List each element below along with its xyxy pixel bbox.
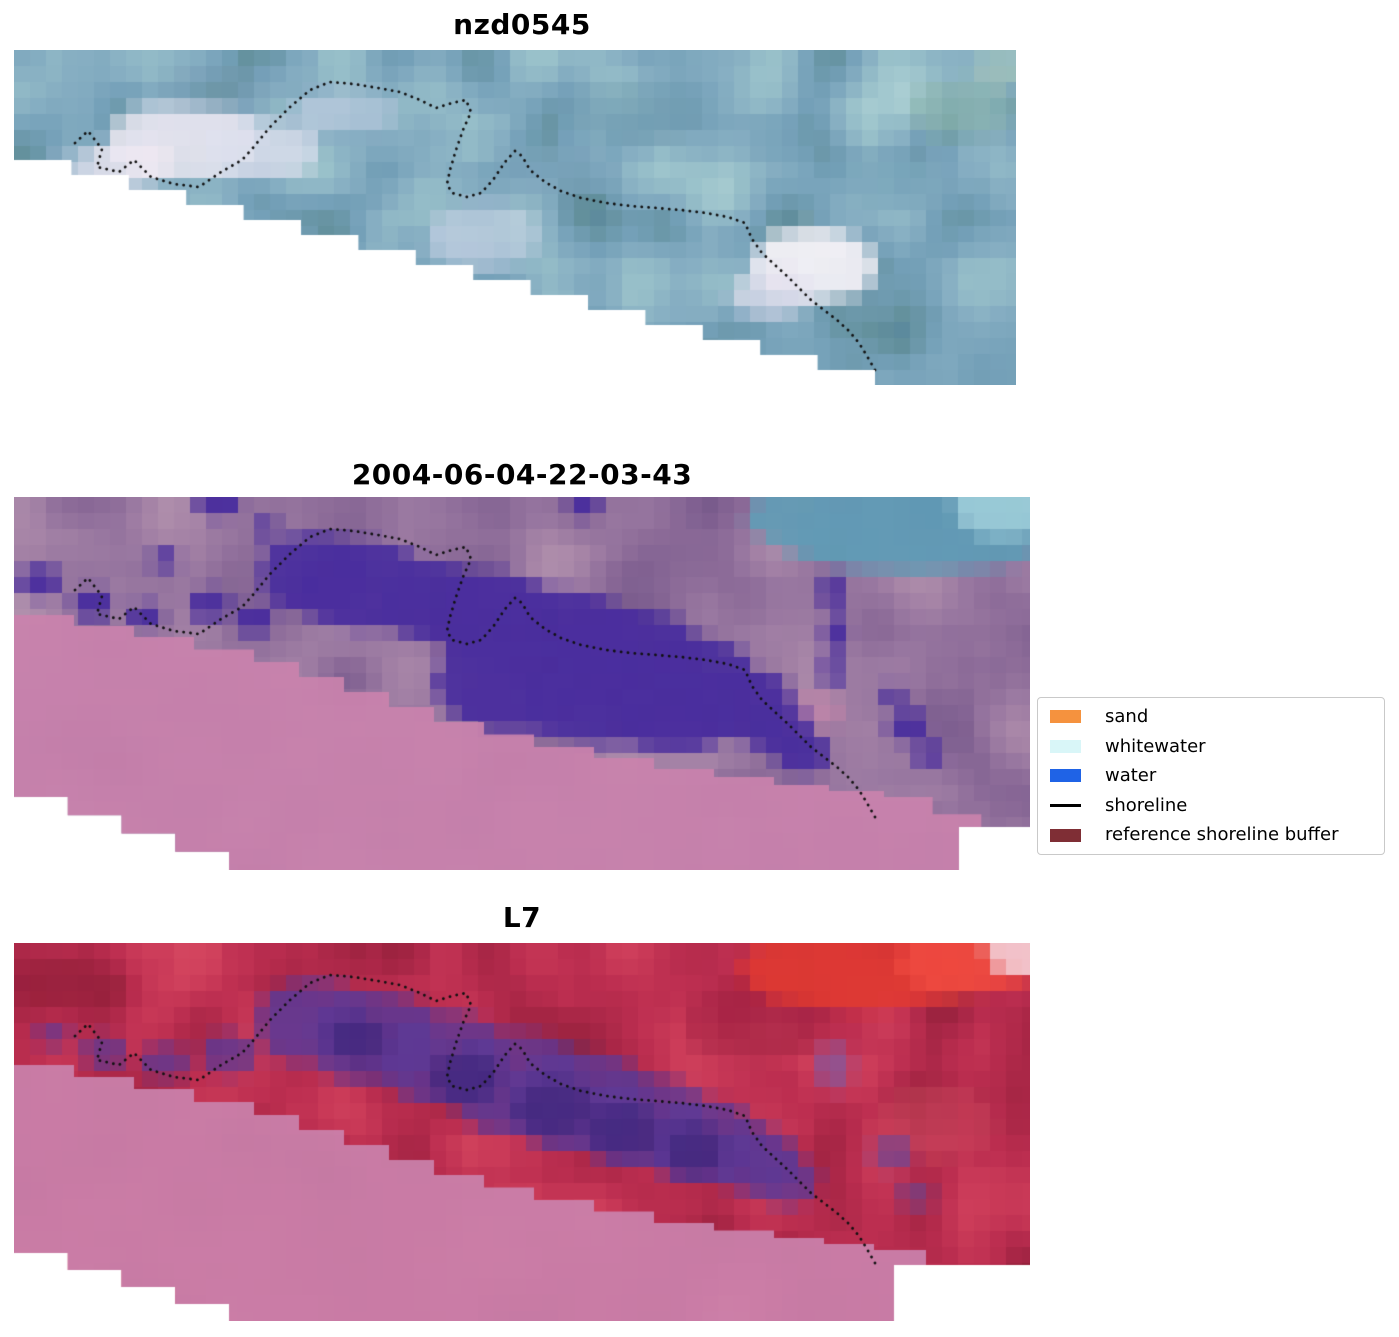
legend-item-water: water	[1050, 766, 1372, 786]
legend-item-sand: sand	[1050, 707, 1372, 727]
legend-item-shoreline: shoreline	[1050, 794, 1372, 816]
legend-label-shoreline: shoreline	[1105, 794, 1188, 816]
legend-label-reference-shoreline-buffer: reference shoreline buffer	[1105, 824, 1339, 846]
satellite-image-l7	[14, 943, 1030, 1321]
water-swatch	[1050, 769, 1081, 783]
whitewater-swatch	[1050, 739, 1081, 753]
legend-item-whitewater: whitewater	[1050, 735, 1372, 757]
legend-label-whitewater: whitewater	[1105, 735, 1206, 757]
reference-shoreline-buffer-swatch	[1050, 828, 1081, 842]
shoreline-line-swatch	[1050, 804, 1081, 808]
legend: sand whitewater water shoreline referenc…	[1037, 697, 1385, 855]
legend-label-sand: sand	[1105, 706, 1149, 727]
classified-image-2004-06-04	[14, 497, 1030, 870]
sand-swatch	[1050, 710, 1081, 724]
legend-item-reference-shoreline-buffer: reference shoreline buffer	[1050, 825, 1372, 845]
panel-title-nzd0545: nzd0545	[453, 8, 591, 41]
legend-label-water: water	[1105, 765, 1157, 787]
panel-title-l7: L7	[502, 901, 542, 934]
panel-title-classified-date: 2004-06-04-22-03-43	[351, 458, 693, 491]
satellite-image-nzd0545	[14, 50, 1016, 385]
